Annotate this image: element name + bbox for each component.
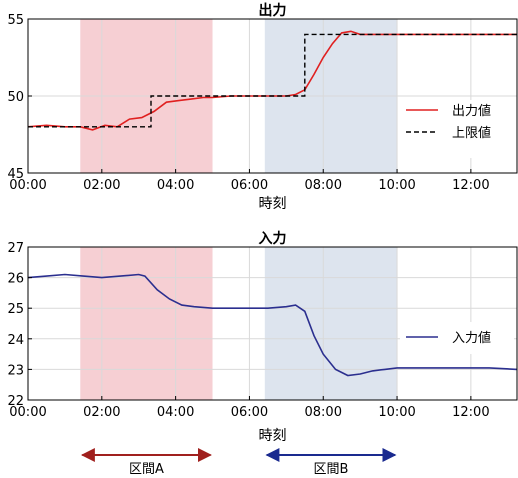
x-axis-label: 時刻	[259, 196, 287, 212]
x-tick-label: 06:00	[231, 178, 268, 193]
series-line-1	[28, 33, 517, 128]
x-tick-label: 00:00	[9, 405, 46, 420]
legend-label: 出力値	[452, 103, 491, 119]
x-tick-label: 08:00	[305, 178, 342, 193]
y-tick-label: 23	[7, 363, 24, 378]
x-tick-label: 06:00	[231, 405, 268, 420]
interval-label-0: 区間A	[129, 462, 164, 477]
y-tick-label: 24	[7, 333, 24, 348]
x-tick-label: 04:00	[157, 405, 194, 420]
x-tick-label: 12:00	[452, 178, 489, 193]
x-axis-label: 時刻	[259, 428, 287, 444]
plot-frame	[27, 246, 518, 401]
y-tick-label: 27	[7, 241, 24, 256]
x-tick-label: 10:00	[378, 405, 415, 420]
series-line-0	[27, 273, 518, 377]
x-tick-label: 00:00	[9, 178, 46, 193]
interval-label-1: 区間B	[313, 462, 348, 477]
shaded-region-0	[80, 247, 213, 400]
legend-box	[400, 322, 514, 354]
shaded-region-1	[264, 247, 398, 400]
x-tick-label: 08:00	[305, 405, 342, 420]
y-tick-label: 45	[7, 167, 24, 182]
chart-title: 出力	[259, 2, 287, 19]
x-tick-label: 10:00	[378, 178, 415, 193]
y-tick-label: 26	[7, 272, 24, 287]
x-tick-label: 02:00	[83, 405, 120, 420]
x-tick-label: 04:00	[157, 178, 194, 193]
x-tick-label: 12:00	[452, 405, 489, 420]
chart-panel-0: 00:00 02:00 04:00 06:00 08:00 10:00 12:00 45 50 5…	[7, 2, 518, 212]
y-tick-label: 22	[7, 394, 24, 409]
x-tick-label: 02:00	[83, 178, 120, 193]
legend-label: 入力値	[452, 330, 491, 346]
chart-title: 入力	[259, 230, 287, 247]
legend-label: 上限値	[452, 125, 491, 141]
y-tick-label: 25	[7, 302, 24, 317]
y-tick-label: 50	[7, 90, 24, 105]
chart-panel-1: 00:00 02:00 04:00 06:00 08:00 10:00 12:00 22 23 2…	[7, 230, 518, 444]
y-tick-label: 55	[7, 13, 24, 28]
